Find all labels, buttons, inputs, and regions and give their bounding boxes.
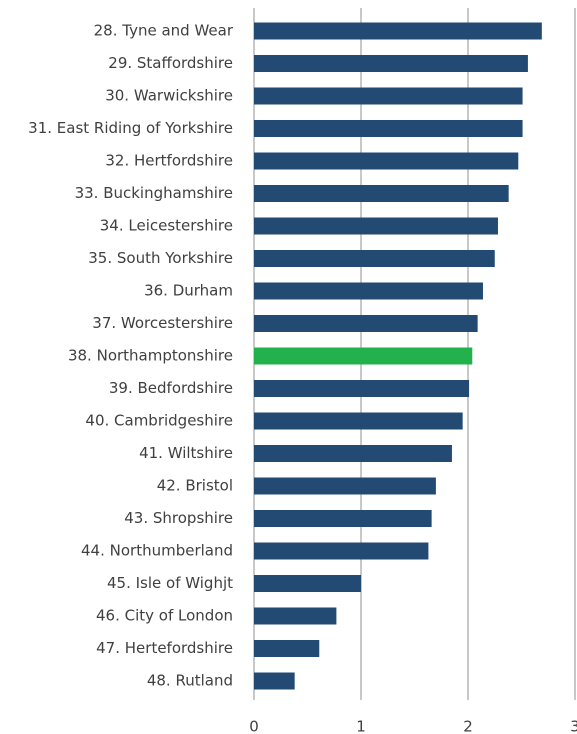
- bar: [254, 250, 495, 267]
- bar: [254, 152, 519, 170]
- bar: [254, 445, 452, 462]
- bar: [254, 640, 320, 657]
- bar: [254, 477, 436, 495]
- bar: [254, 380, 470, 397]
- y-tick-label: 29. Staffordshire: [108, 54, 233, 72]
- x-tick-label: 2: [463, 718, 473, 734]
- y-tick-label: 41. Wiltshire: [139, 444, 233, 462]
- bar: [254, 217, 498, 235]
- bar: [254, 607, 337, 625]
- bar: [254, 672, 295, 690]
- y-tick-label: 46. City of London: [96, 607, 233, 625]
- y-tick-label: 44. Northumberland: [81, 542, 233, 560]
- bar: [254, 412, 463, 430]
- bar: [254, 55, 528, 72]
- bar: [254, 510, 432, 527]
- y-tick-label: 32. Hertfordshire: [105, 152, 233, 170]
- bar: [254, 347, 473, 365]
- y-tick-label: 38. Northamptonshire: [68, 347, 233, 365]
- y-tick-label: 31. East Riding of Yorkshire: [28, 119, 233, 137]
- y-tick-label: 35. South Yorkshire: [88, 249, 233, 267]
- bar: [254, 22, 542, 40]
- y-tick-label: 28. Tyne and Wear: [94, 22, 234, 40]
- x-tick-label: 3: [570, 718, 577, 734]
- y-tick-label: 42. Bristol: [157, 477, 233, 495]
- x-tick-label: 0: [249, 718, 259, 734]
- bar: [254, 87, 523, 105]
- bar: [254, 185, 509, 202]
- y-tick-label: 33. Buckinghamshire: [75, 184, 233, 202]
- bar: [254, 120, 523, 137]
- y-tick-label: 43. Shropshire: [124, 509, 233, 527]
- y-tick-label: 45. Isle of Wighjt: [107, 574, 233, 592]
- bar: [254, 315, 478, 332]
- y-tick-label: 37. Worcestershire: [92, 314, 233, 332]
- y-tick-label: 30. Warwickshire: [105, 87, 233, 105]
- y-tick-label: 47. Hertefordshire: [96, 639, 233, 657]
- y-tick-label: 48. Rutland: [147, 672, 233, 690]
- bar: [254, 282, 483, 300]
- bar: [254, 542, 429, 560]
- x-tick-label: 1: [356, 718, 366, 734]
- y-tick-label: 40. Cambridgeshire: [85, 412, 233, 430]
- y-tick-label: 39. Bedfordshire: [109, 379, 233, 397]
- y-tick-label: 36. Durham: [144, 282, 233, 300]
- y-tick-label: 34. Leicestershire: [100, 217, 233, 235]
- bar: [254, 575, 361, 592]
